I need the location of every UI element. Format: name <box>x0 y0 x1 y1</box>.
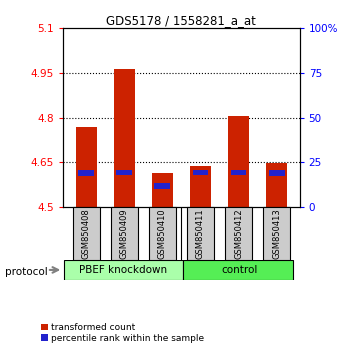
Text: GSM850409: GSM850409 <box>120 208 129 259</box>
Text: GSM850413: GSM850413 <box>272 208 281 259</box>
Text: GSM850410: GSM850410 <box>158 208 167 259</box>
Bar <box>225 207 252 260</box>
Bar <box>263 207 290 260</box>
Bar <box>111 207 138 260</box>
Bar <box>78 170 94 176</box>
Bar <box>114 69 135 207</box>
Bar <box>75 127 96 207</box>
Bar <box>266 163 287 207</box>
Text: GSM850408: GSM850408 <box>82 208 91 259</box>
Text: GSM850412: GSM850412 <box>234 208 243 259</box>
Bar <box>152 173 173 207</box>
Bar <box>228 116 249 207</box>
Text: GSM850411: GSM850411 <box>196 208 205 259</box>
Bar <box>116 170 132 175</box>
Text: protocol: protocol <box>5 267 48 277</box>
Legend: transformed count, percentile rank within the sample: transformed count, percentile rank withi… <box>41 323 205 343</box>
Text: control: control <box>221 265 257 275</box>
Bar <box>183 260 293 280</box>
Bar <box>269 170 284 176</box>
Bar <box>149 207 176 260</box>
Bar <box>231 170 247 175</box>
Text: PBEF knockdown: PBEF knockdown <box>79 265 168 275</box>
Bar <box>187 207 214 260</box>
Title: GDS5178 / 1558281_a_at: GDS5178 / 1558281_a_at <box>106 14 256 27</box>
Bar <box>64 260 183 280</box>
Bar <box>193 170 208 175</box>
Bar <box>155 183 170 189</box>
Bar <box>73 207 100 260</box>
Bar <box>190 166 211 207</box>
